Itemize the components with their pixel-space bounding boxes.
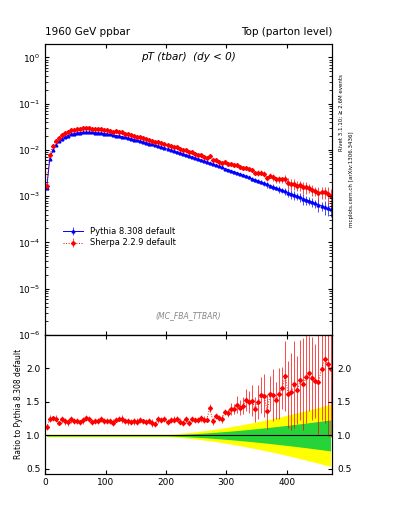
Text: 1960 GeV ppbar: 1960 GeV ppbar	[45, 27, 130, 37]
Text: (MC_FBA_TTBAR): (MC_FBA_TTBAR)	[156, 311, 221, 321]
Y-axis label: Ratio to Pythia 8.308 default: Ratio to Pythia 8.308 default	[14, 349, 23, 459]
Text: mcplots.cern.ch [arXiv:1306.3436]: mcplots.cern.ch [arXiv:1306.3436]	[349, 132, 354, 227]
Legend: Pythia 8.308 default, Sherpa 2.2.9 default: Pythia 8.308 default, Sherpa 2.2.9 defau…	[61, 225, 178, 249]
Text: Rivet 3.1.10; ≥ 2.6M events: Rivet 3.1.10; ≥ 2.6M events	[339, 74, 344, 151]
Text: Top (parton level): Top (parton level)	[241, 27, 332, 37]
Text: pT (tbar)  (dy < 0): pT (tbar) (dy < 0)	[141, 52, 236, 62]
